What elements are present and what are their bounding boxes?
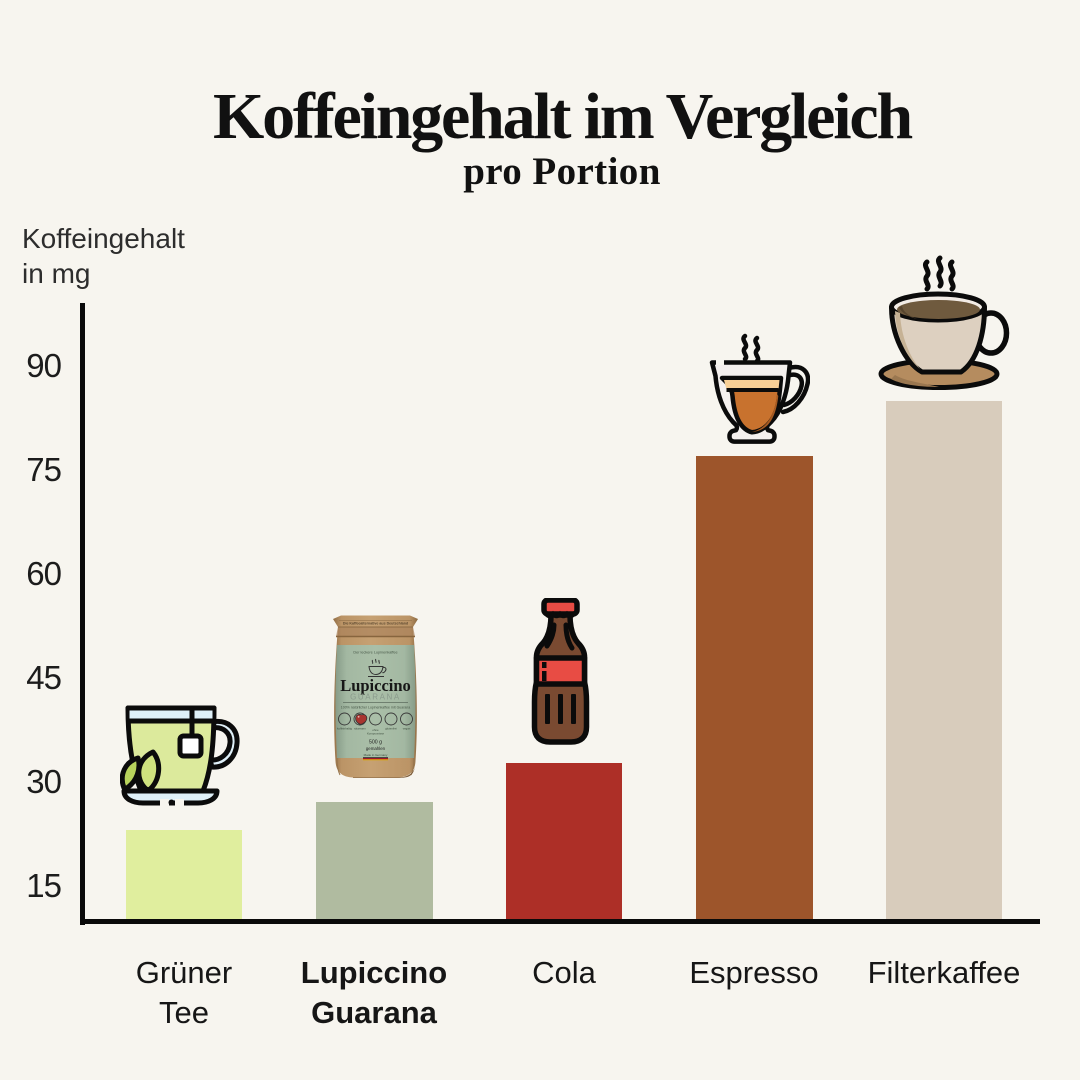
- svg-text:Lupiccino: Lupiccino: [340, 676, 411, 695]
- svg-text:säurearm: säurearm: [354, 727, 366, 731]
- svg-text:glutenfrei: glutenfrei: [385, 727, 397, 731]
- svg-text:gemahlen: gemahlen: [366, 746, 386, 751]
- svg-text:500 g: 500 g: [369, 740, 382, 746]
- svg-text:Die Kaffeealternative aus Deut: Die Kaffeealternative aus Deutschland: [343, 622, 408, 626]
- svg-text:ohne: ohne: [372, 728, 379, 732]
- svg-text:koffeinhaltig: koffeinhaltig: [337, 727, 352, 731]
- svg-text:Made in Germany: Made in Germany: [364, 753, 388, 757]
- svg-text:Kompromisse: Kompromisse: [367, 732, 385, 736]
- svg-text:100% natürlicher Lupinenkaffee: 100% natürlicher Lupinenkaffee mit Guara…: [341, 706, 410, 710]
- svg-text:Der leckere Lupinenkaffee: Der leckere Lupinenkaffee: [353, 651, 397, 655]
- svg-text:GUARANA: GUARANA: [350, 693, 401, 702]
- svg-text:vegan: vegan: [403, 727, 411, 731]
